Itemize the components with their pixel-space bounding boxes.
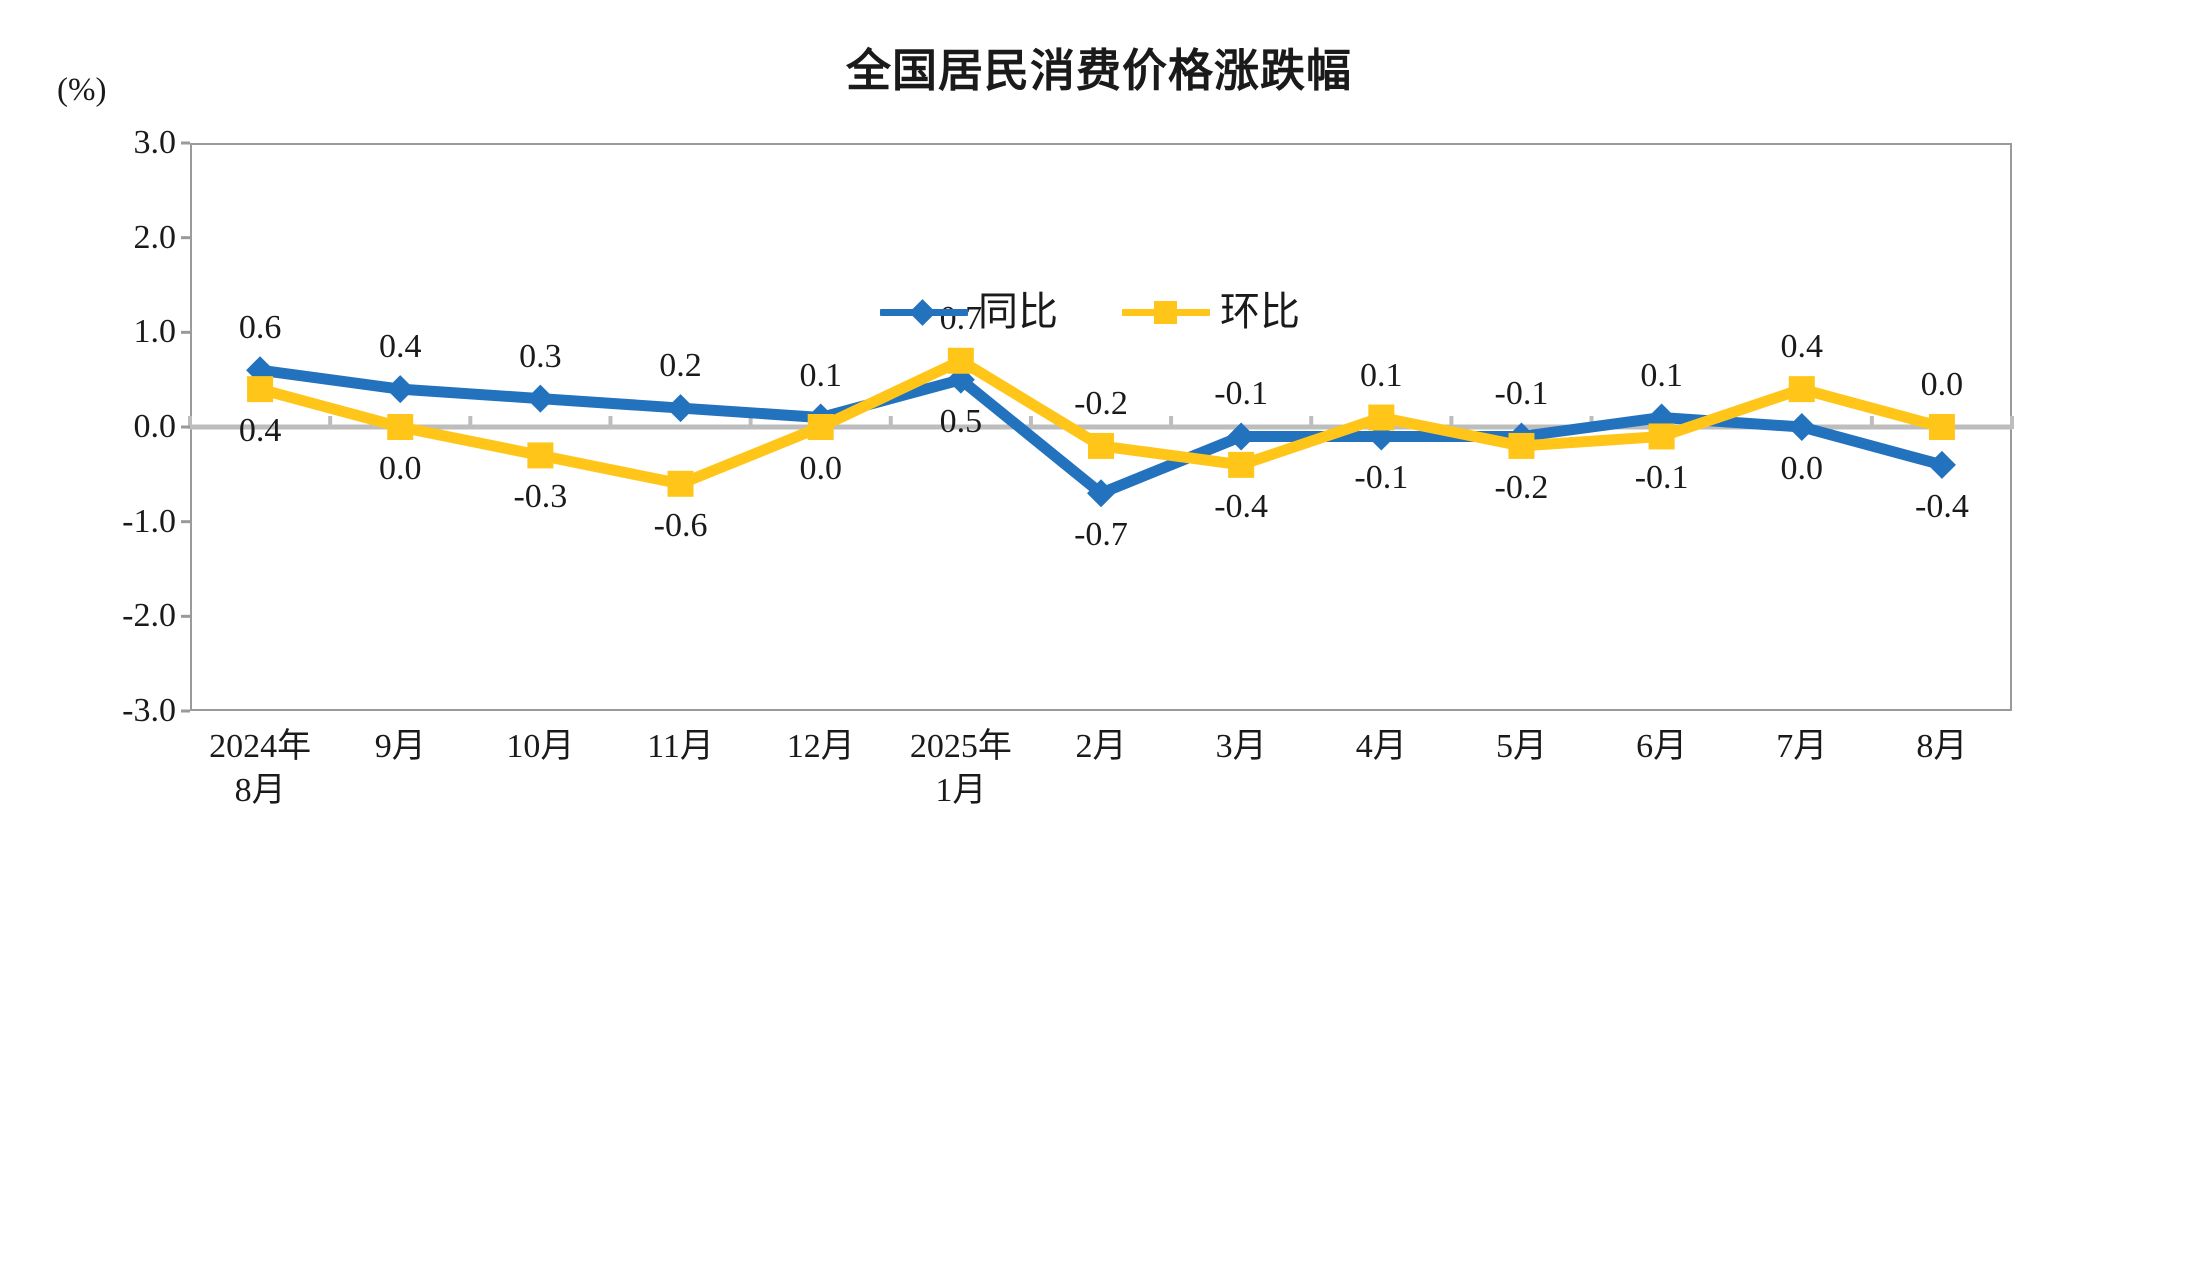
y-axis-tick-label: 2.0 <box>133 218 177 256</box>
data-point-label: 0.2 <box>659 347 702 385</box>
y-axis-unit-label: (%) <box>57 72 107 108</box>
data-point-label: 0.1 <box>799 356 842 394</box>
data-point-label: -0.1 <box>1354 459 1409 497</box>
data-point-label: 0.0 <box>1920 366 1964 403</box>
data-point-label: 0.7 <box>939 299 983 337</box>
data-point-label: 0.1 <box>1640 356 1683 394</box>
data-point-label: 0.6 <box>238 309 282 347</box>
chart-legend: 同比 环比 <box>880 288 1300 336</box>
x-axis-tick-label: 5月 <box>1495 728 1547 765</box>
y-axis-tick-labels: 3.0 2.0 1.0 0.0 -1.0 -2.0 -3.0 <box>46 124 177 729</box>
y-axis-tick-label: 3.0 <box>133 124 177 161</box>
chart-title: 全国居民消费价格涨跌幅 <box>845 45 1352 96</box>
data-point-label: -0.6 <box>653 506 708 544</box>
data-point-label: -0.3 <box>513 478 568 516</box>
data-point-label: 0.3 <box>519 337 562 375</box>
data-point-label: 0.4 <box>1780 328 1824 366</box>
data-point-label: 0.1 <box>1360 356 1403 394</box>
x-axis-tick-label: 2月 <box>1075 728 1127 765</box>
diamond-marker-icon <box>909 299 936 326</box>
x-axis-tick-labels: 2024年 8月 9月 10月 11月 12月 2025年 1月 2月 3月 4月 5月 6月 7月 8… <box>0 725 2198 865</box>
plot-area-frame <box>190 143 2012 711</box>
data-point-label: -0.1 <box>1494 375 1549 413</box>
y-axis-tick-label: -1.0 <box>122 502 176 540</box>
data-point-label: 0.4 <box>378 328 422 366</box>
x-axis-tick-label: 2024年 8月 <box>209 728 312 809</box>
data-point-label: 0.5 <box>939 402 983 440</box>
data-point-label: -0.4 <box>1214 487 1269 525</box>
data-point-label: 0.0 <box>1780 450 1824 487</box>
x-axis-tick-label: 11月 <box>647 728 714 765</box>
square-marker-icon <box>1154 301 1177 324</box>
data-point-label: 0.4 <box>238 412 282 450</box>
data-point-label: -0.7 <box>1074 516 1128 554</box>
data-point-label: -0.1 <box>1214 375 1269 413</box>
data-point-label: -0.4 <box>1915 487 1969 525</box>
y-axis-tick-label: 0.0 <box>133 408 177 445</box>
x-axis-tick-label: 9月 <box>374 728 426 765</box>
data-point-label: -0.1 <box>1634 459 1689 497</box>
x-axis-tick-label: 6月 <box>1636 728 1688 765</box>
legend-label-huanbi: 环比 <box>1220 290 1300 334</box>
legend-entry-tongbi[interactable]: 同比 <box>880 292 1058 332</box>
legend-label-tongbi: 同比 <box>978 290 1058 334</box>
data-point-label: -0.2 <box>1074 384 1128 422</box>
x-axis-tick-label: 10月 <box>506 728 575 765</box>
x-axis-tick-label: 7月 <box>1776 728 1828 765</box>
data-point-label: 0.0 <box>799 450 842 487</box>
legend-entry-huanbi[interactable]: 环比 <box>1122 292 1300 332</box>
data-point-label: 0.0 <box>378 450 422 487</box>
x-axis-tick-label: 8月 <box>1916 728 1968 765</box>
legend-swatch-tongbi <box>880 299 968 326</box>
x-axis-tick-label: 3月 <box>1215 728 1267 765</box>
y-axis-tick-label: 1.0 <box>133 313 177 351</box>
x-axis-tick-label: 12月 <box>786 728 855 765</box>
y-axis-tick-label: -2.0 <box>122 597 176 635</box>
legend-swatch-huanbi <box>1122 299 1210 325</box>
x-axis-tick-label: 2025年 1月 <box>909 728 1012 809</box>
data-point-label: -0.2 <box>1494 468 1549 506</box>
x-axis-tick-label: 4月 <box>1355 728 1407 765</box>
y-axis-tick-label: -3.0 <box>122 692 176 729</box>
